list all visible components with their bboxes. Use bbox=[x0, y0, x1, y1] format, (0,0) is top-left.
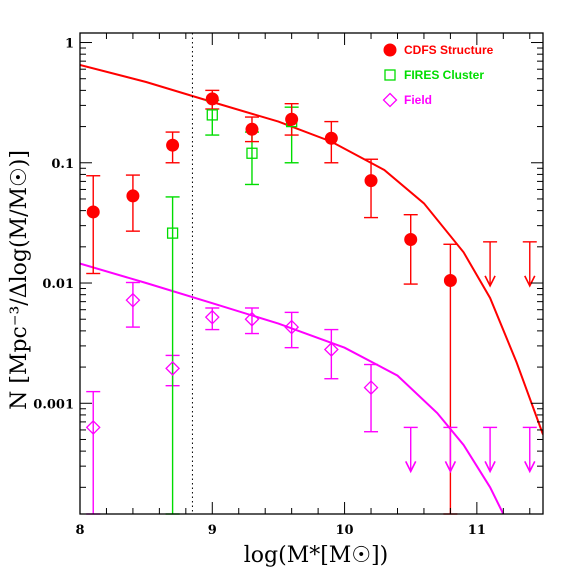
legend-marker-cdfs-structure bbox=[383, 43, 397, 57]
fires-cluster-point bbox=[166, 227, 179, 239]
field-point bbox=[244, 311, 260, 327]
legend: CDFS Structure FIRES Cluster Field bbox=[382, 43, 494, 108]
cdfs-structure-limit-arrowhead bbox=[484, 275, 496, 288]
fires-cluster-point bbox=[246, 147, 258, 159]
field-limit-arrowhead bbox=[484, 461, 496, 474]
legend-marker-fires-cluster bbox=[384, 69, 396, 81]
error-bars bbox=[86, 89, 458, 515]
field-limit-arrowhead bbox=[524, 461, 536, 474]
fires-cluster-point bbox=[206, 109, 218, 121]
field-point bbox=[165, 360, 181, 376]
plot-frame bbox=[79, 32, 544, 515]
x-tick-label: 10 bbox=[336, 523, 354, 538]
fit-curve-2 bbox=[80, 262, 505, 514]
field-point bbox=[323, 342, 339, 357]
field-point bbox=[204, 309, 220, 325]
cdfs-structure-point bbox=[245, 122, 259, 136]
legend-label-cdfs-structure: CDFS Structure bbox=[404, 43, 494, 57]
x-tick-label: 8 bbox=[75, 523, 84, 538]
y-tick-label: 0.1 bbox=[51, 157, 74, 172]
cdfs-structure-point bbox=[166, 138, 180, 152]
cdfs-structure-point bbox=[324, 131, 338, 145]
cdfs-structure-point bbox=[364, 174, 378, 188]
y-tick-label: 0.01 bbox=[42, 277, 74, 292]
field-point bbox=[125, 292, 141, 308]
y-tick-label: 0.001 bbox=[33, 397, 74, 412]
legend-label-field: Field bbox=[404, 93, 432, 107]
field-point bbox=[85, 419, 101, 435]
cdfs-structure-point bbox=[404, 233, 418, 247]
cdfs-structure-point bbox=[443, 273, 457, 287]
x-tick-label: 11 bbox=[468, 523, 486, 538]
cdfs-structure-limit-arrowhead bbox=[524, 275, 536, 288]
cdfs-structure-point bbox=[205, 92, 219, 106]
field-point bbox=[284, 319, 300, 335]
x-tick-label: 9 bbox=[208, 523, 217, 538]
legend-marker-field bbox=[382, 92, 398, 108]
cdfs-structure-point bbox=[285, 112, 299, 126]
field-limit-arrowhead bbox=[404, 461, 417, 474]
fit-curves bbox=[80, 64, 543, 514]
x-axis-title: log(M*[M☉]) bbox=[244, 543, 388, 568]
data-markers bbox=[85, 92, 457, 435]
field-point bbox=[363, 380, 379, 396]
legend-label-fires-cluster: FIRES Cluster bbox=[404, 68, 484, 82]
field-limit-arrowhead bbox=[444, 461, 457, 474]
upper-limit-arrows bbox=[403, 241, 537, 474]
y-tick-label: 1 bbox=[65, 37, 74, 52]
cdfs-structure-point bbox=[86, 205, 100, 219]
fit-curve-1 bbox=[80, 64, 543, 435]
y-axis-title: N [Mpc⁻³/Δlog(M/M☉)] bbox=[7, 150, 32, 410]
cdfs-structure-point bbox=[126, 189, 140, 203]
